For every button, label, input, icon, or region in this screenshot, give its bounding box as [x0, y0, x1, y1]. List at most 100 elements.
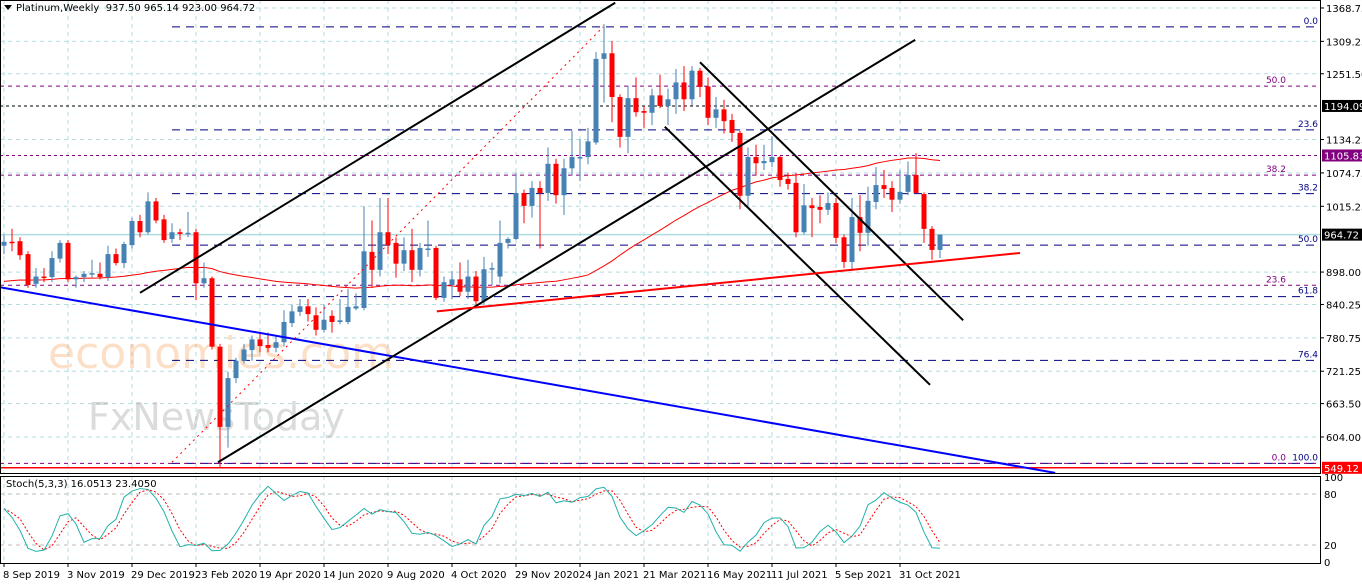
candle-body	[577, 157, 583, 159]
candle	[777, 155, 783, 187]
candle-body	[809, 205, 815, 209]
date-label: 8 Sep 2019	[3, 570, 60, 581]
candle	[705, 77, 711, 126]
candle-body	[385, 232, 391, 246]
date-label: 5 Sep 2021	[835, 570, 892, 581]
candle	[425, 220, 431, 257]
candle-body	[377, 232, 383, 270]
candle-body	[329, 315, 335, 322]
candle-body	[889, 187, 895, 200]
candle	[905, 161, 911, 196]
candle	[145, 192, 151, 235]
candle	[553, 158, 559, 204]
candle-body	[617, 97, 623, 137]
candle	[913, 153, 919, 193]
channel-up-upper-line[interactable]	[139, 1, 616, 294]
candle-body	[33, 276, 39, 284]
candle-body	[913, 175, 919, 193]
date-label: 3 Nov 2019	[67, 570, 125, 581]
price-axis[interactable]: 1368.75 1309.25 1251.50 1134.25 1074.75 1015.…	[1320, 4, 1362, 569]
candle	[65, 240, 71, 283]
candle	[521, 189, 527, 224]
candle-body	[513, 192, 519, 239]
candle	[649, 88, 655, 126]
candle-body	[601, 53, 607, 59]
candle	[129, 217, 135, 249]
candle-body	[665, 99, 671, 107]
candle	[161, 214, 167, 243]
candle-body	[681, 82, 687, 100]
candle-body	[177, 232, 183, 234]
candle	[593, 52, 599, 145]
candle-body	[105, 254, 111, 278]
price-label: 1194.09	[1324, 102, 1362, 113]
time-axis[interactable]: 8 Sep 2019 3 Nov 2019 29 Dec 2019 23 Feb 20…	[3, 563, 961, 581]
candle	[753, 144, 759, 176]
candle-body	[441, 282, 447, 298]
channel-down-upper-line[interactable]	[699, 61, 964, 322]
candle-body	[137, 221, 143, 233]
candle-body	[185, 232, 191, 235]
fib-level-purple-label: 50.0	[1266, 76, 1286, 86]
candle-body	[569, 157, 575, 169]
candle-body	[585, 141, 591, 158]
candle-body	[289, 311, 295, 324]
candle-body	[593, 58, 599, 143]
candle-body	[641, 111, 647, 113]
candle-body	[345, 306, 351, 322]
candle	[577, 139, 583, 182]
candle	[657, 74, 663, 109]
red-support-line[interactable]	[436, 251, 1021, 313]
candle	[417, 242, 423, 277]
candle-body	[321, 319, 327, 330]
candle-body	[769, 157, 775, 163]
candle	[281, 310, 287, 347]
fib-level-blue-label: 23.6	[1298, 120, 1318, 130]
candle-body	[857, 217, 863, 233]
candle-body	[481, 269, 487, 302]
candle	[793, 172, 799, 238]
candle-body	[241, 349, 247, 361]
main-pane-border	[0, 0, 1321, 474]
candle	[313, 307, 319, 336]
candle-body	[121, 244, 127, 264]
date-label: 29 Nov 2020	[515, 570, 579, 581]
candle-body	[817, 206, 823, 210]
fib-trend-dotted-line[interactable]	[171, 26, 604, 463]
candle-body	[425, 248, 431, 251]
date-label: 9 Aug 2020	[387, 570, 445, 581]
candle-body	[793, 182, 799, 233]
trendlines[interactable]	[0, 1, 1056, 474]
price-label-box	[1322, 149, 1362, 162]
candle-body	[753, 157, 759, 164]
candle	[321, 304, 327, 333]
fib-level-blue-label: 76.4	[1298, 350, 1318, 360]
candle	[401, 237, 407, 271]
candle-body	[361, 251, 367, 308]
candle-body	[233, 360, 239, 379]
candle	[185, 212, 191, 238]
candle-body	[201, 278, 207, 284]
candle-body	[409, 250, 415, 270]
candle	[137, 214, 143, 238]
blue-support-line[interactable]	[0, 286, 1056, 474]
candle-body	[17, 241, 23, 256]
candle	[737, 130, 743, 210]
candle-body	[9, 241, 15, 244]
candle-body	[417, 247, 423, 270]
candle-body	[449, 279, 455, 285]
date-label: 14 Jun 2020	[323, 570, 383, 581]
channel-down-lower-line[interactable]	[664, 126, 931, 386]
candle	[33, 268, 39, 288]
symbol-timeframe: Platinum,Weekly	[16, 3, 100, 14]
candle	[761, 144, 767, 170]
candle	[489, 262, 495, 285]
candle-body	[505, 238, 511, 243]
stoch-label: Stoch(5,3,3)	[6, 479, 68, 490]
channel-up-lower-line[interactable]	[217, 38, 916, 464]
candle	[377, 198, 383, 277]
candle	[889, 181, 895, 213]
candle-body	[1, 241, 7, 246]
dropdown-triangle-icon[interactable]	[4, 5, 12, 10]
